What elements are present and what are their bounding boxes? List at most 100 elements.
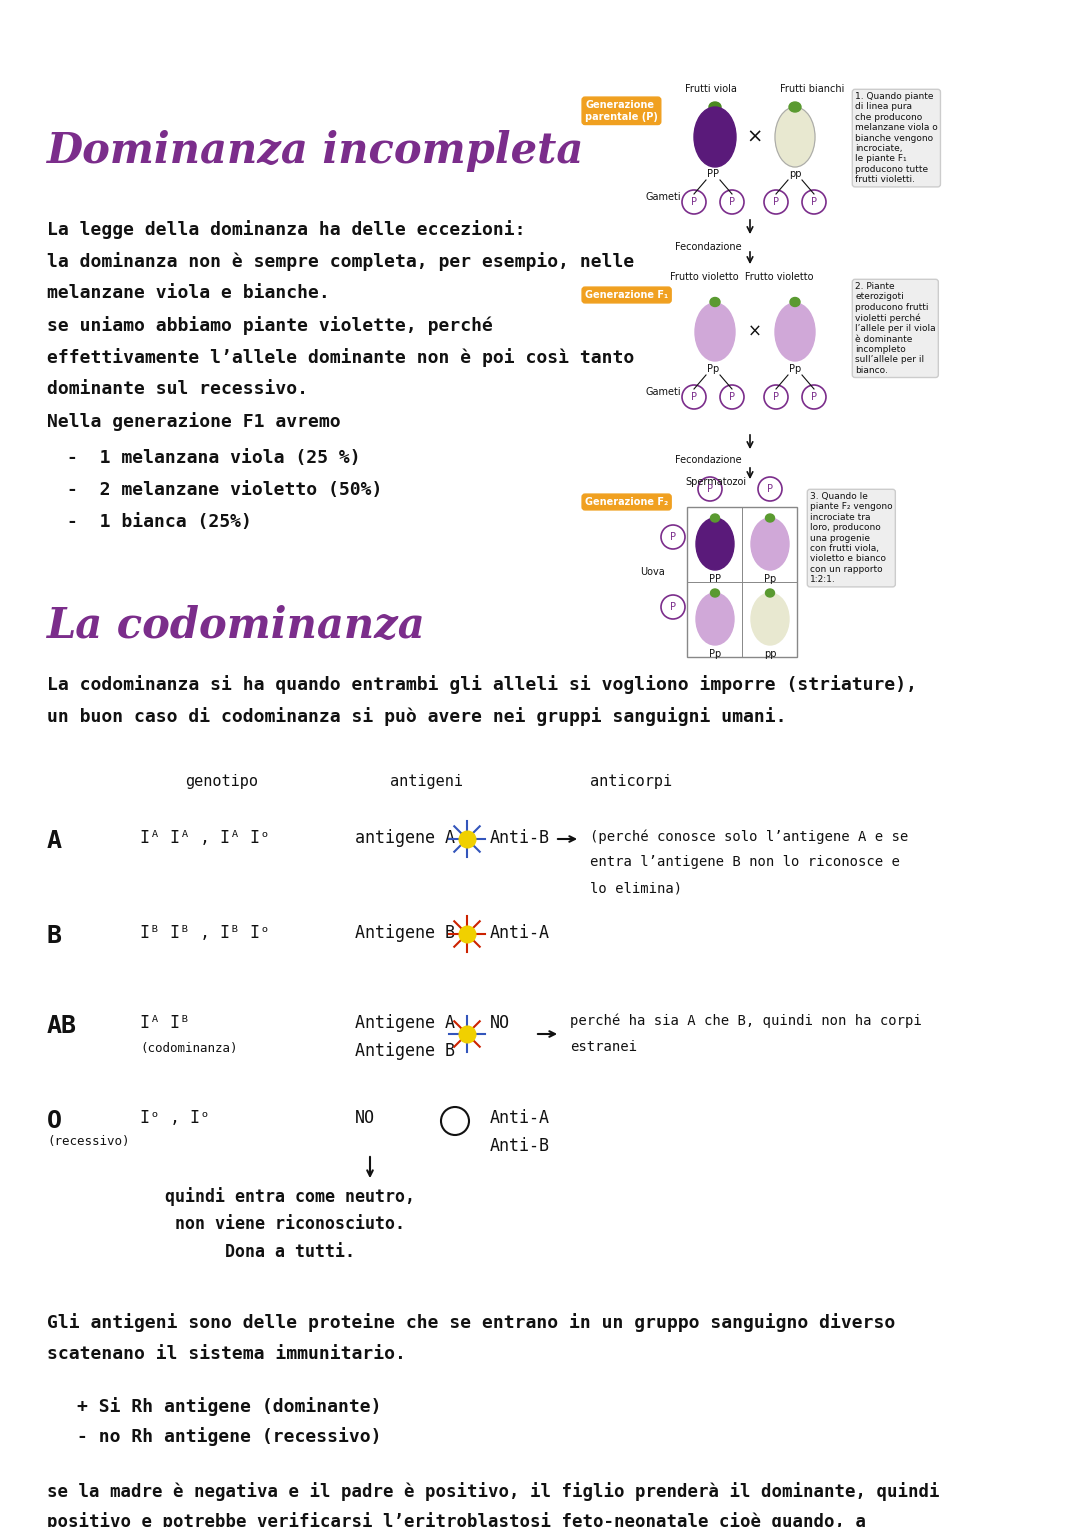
Text: Frutti viola: Frutti viola [685, 84, 737, 95]
Text: NO: NO [490, 1014, 510, 1032]
Text: Frutto violetto  Frutto violetto: Frutto violetto Frutto violetto [670, 272, 813, 282]
Ellipse shape [751, 518, 789, 570]
Text: estranei: estranei [570, 1040, 637, 1054]
Text: Pp: Pp [707, 363, 719, 374]
Text: se uniamo abbiamo piante violette, perché: se uniamo abbiamo piante violette, perch… [48, 316, 492, 334]
Ellipse shape [696, 518, 734, 570]
Text: P: P [670, 602, 676, 612]
Text: dominante sul recessivo.: dominante sul recessivo. [48, 380, 308, 399]
Text: (codominanza): (codominanza) [140, 1041, 238, 1055]
Text: Pp: Pp [708, 649, 721, 660]
Text: 1. Quando piante
di linea pura
che producono
melanzane viola o
bianche vengono
i: 1. Quando piante di linea pura che produ… [855, 92, 937, 185]
Text: Pp: Pp [788, 363, 801, 374]
Text: Gameti: Gameti [645, 386, 680, 397]
Ellipse shape [696, 592, 734, 644]
Text: - no Rh antigene (recessivo): - no Rh antigene (recessivo) [77, 1428, 381, 1446]
Text: P: P [773, 197, 779, 208]
Text: NO: NO [355, 1109, 375, 1127]
Ellipse shape [766, 515, 774, 522]
Text: La codominanza si ha quando entrambi gli alleli si vogliono imporre (striature),: La codominanza si ha quando entrambi gli… [48, 675, 917, 693]
Text: -  2 melanzane violetto (50%): - 2 melanzane violetto (50%) [67, 481, 382, 499]
Text: un buon caso di codominanza si può avere nei gruppi sanguigni umani.: un buon caso di codominanza si può avere… [48, 707, 786, 725]
Text: Frutti bianchi: Frutti bianchi [780, 84, 845, 95]
Ellipse shape [694, 107, 735, 166]
Text: Gli antigeni sono delle proteine che se entrano in un gruppo sanguigno diverso: Gli antigeni sono delle proteine che se … [48, 1313, 895, 1332]
Text: pp: pp [788, 169, 801, 179]
Text: P: P [767, 484, 773, 495]
Ellipse shape [710, 298, 720, 307]
Text: + Si Rh antigene (dominante): + Si Rh antigene (dominante) [77, 1397, 381, 1416]
Text: P: P [811, 197, 816, 208]
Text: Fecondazione: Fecondazione [675, 241, 742, 252]
Text: B: B [48, 924, 62, 948]
Text: PP: PP [708, 574, 721, 583]
Text: P: P [670, 531, 676, 542]
Text: PP: PP [707, 169, 719, 179]
Text: Dominanza incompleta: Dominanza incompleta [48, 130, 584, 173]
Text: Iᵒ , Iᵒ: Iᵒ , Iᵒ [140, 1109, 210, 1127]
Ellipse shape [711, 515, 719, 522]
Text: antigene A: antigene A [355, 829, 455, 847]
Text: Anti-B: Anti-B [490, 1138, 550, 1154]
Ellipse shape [775, 107, 815, 166]
Text: positivo e potrebbe verificarsi l’eritroblastosi feto-neonatale cioè quando, a: positivo e potrebbe verificarsi l’eritro… [48, 1512, 866, 1527]
Text: Iᴮ Iᴮ , Iᴮ Iᵒ: Iᴮ Iᴮ , Iᴮ Iᵒ [140, 924, 270, 942]
Text: Antigene A: Antigene A [355, 1014, 455, 1032]
Text: melanzane viola e bianche.: melanzane viola e bianche. [48, 284, 329, 302]
Text: O: O [48, 1109, 62, 1133]
Ellipse shape [775, 302, 815, 360]
Ellipse shape [789, 298, 800, 307]
Ellipse shape [751, 592, 789, 644]
Text: Anti-A: Anti-A [490, 1109, 550, 1127]
Text: P: P [729, 392, 735, 402]
Text: Spermatozoi: Spermatozoi [685, 476, 746, 487]
Text: 2. Piante
eterozigoti
producono frutti
violetti perché
l’allele per il viola
è d: 2. Piante eterozigoti producono frutti v… [855, 282, 935, 374]
Text: genotipo: genotipo [185, 774, 258, 789]
Text: P: P [773, 392, 779, 402]
Text: P: P [811, 392, 816, 402]
Text: P: P [707, 484, 713, 495]
Text: scatenano il sistema immunitario.: scatenano il sistema immunitario. [48, 1345, 406, 1364]
Ellipse shape [708, 102, 721, 111]
Text: effettivamente l’allele dominante non è poi così tanto: effettivamente l’allele dominante non è … [48, 348, 634, 366]
Text: anticorpi: anticorpi [590, 774, 672, 789]
Text: Antigene B: Antigene B [355, 1041, 455, 1060]
Text: (recessivo): (recessivo) [48, 1135, 130, 1148]
Ellipse shape [766, 589, 774, 597]
Text: 3. Quando le
piante F₂ vengono
incrociate tra
loro, producono
una progenie
con f: 3. Quando le piante F₂ vengono incrociat… [810, 492, 893, 585]
Text: Fecondazione: Fecondazione [675, 455, 742, 466]
Ellipse shape [789, 102, 801, 111]
Text: Uova: Uova [640, 567, 665, 577]
Text: se la madre è negativa e il padre è positivo, il figlio prenderà il dominante, q: se la madre è negativa e il padre è posi… [48, 1483, 940, 1501]
Text: Gameti: Gameti [645, 192, 680, 202]
Text: Generazione
parentale (P): Generazione parentale (P) [585, 99, 658, 122]
Text: Nella generazione F1 avremo: Nella generazione F1 avremo [48, 412, 340, 431]
Text: P: P [729, 197, 735, 208]
Text: Generazione F₂: Generazione F₂ [585, 496, 669, 507]
Text: Pp: Pp [764, 574, 777, 583]
Text: -  1 bianca (25%): - 1 bianca (25%) [67, 513, 252, 531]
Text: pp: pp [764, 649, 777, 660]
Text: antigeni: antigeni [390, 774, 463, 789]
Text: ×: × [748, 324, 761, 341]
Ellipse shape [711, 589, 719, 597]
Text: perché ha sia A che B, quindi non ha corpi: perché ha sia A che B, quindi non ha cor… [570, 1014, 921, 1029]
Bar [687, 507, 797, 657]
Text: lo elimina): lo elimina) [590, 881, 683, 895]
Text: Anti-B: Anti-B [490, 829, 550, 847]
Text: Iᴬ Iᴮ: Iᴬ Iᴮ [140, 1014, 190, 1032]
Text: AB: AB [48, 1014, 77, 1038]
Text: ×: × [746, 127, 764, 147]
Text: non viene riconosciuto.: non viene riconosciuto. [175, 1215, 405, 1232]
Text: entra l’antigene B non lo riconosce e: entra l’antigene B non lo riconosce e [590, 855, 900, 869]
Text: Iᴬ Iᴬ , Iᴬ Iᵒ: Iᴬ Iᴬ , Iᴬ Iᵒ [140, 829, 270, 847]
Ellipse shape [696, 302, 735, 360]
Text: A: A [48, 829, 62, 854]
Text: Anti-A: Anti-A [490, 924, 550, 942]
Text: P: P [691, 197, 697, 208]
Text: Dona a tutti.: Dona a tutti. [225, 1243, 355, 1261]
Text: quindi entra come neutro,: quindi entra come neutro, [165, 1186, 415, 1206]
Text: -  1 melanzana viola (25 %): - 1 melanzana viola (25 %) [67, 449, 361, 467]
Text: Antigene B: Antigene B [355, 924, 455, 942]
Text: la dominanza non è sempre completa, per esempio, nelle: la dominanza non è sempre completa, per … [48, 252, 634, 270]
